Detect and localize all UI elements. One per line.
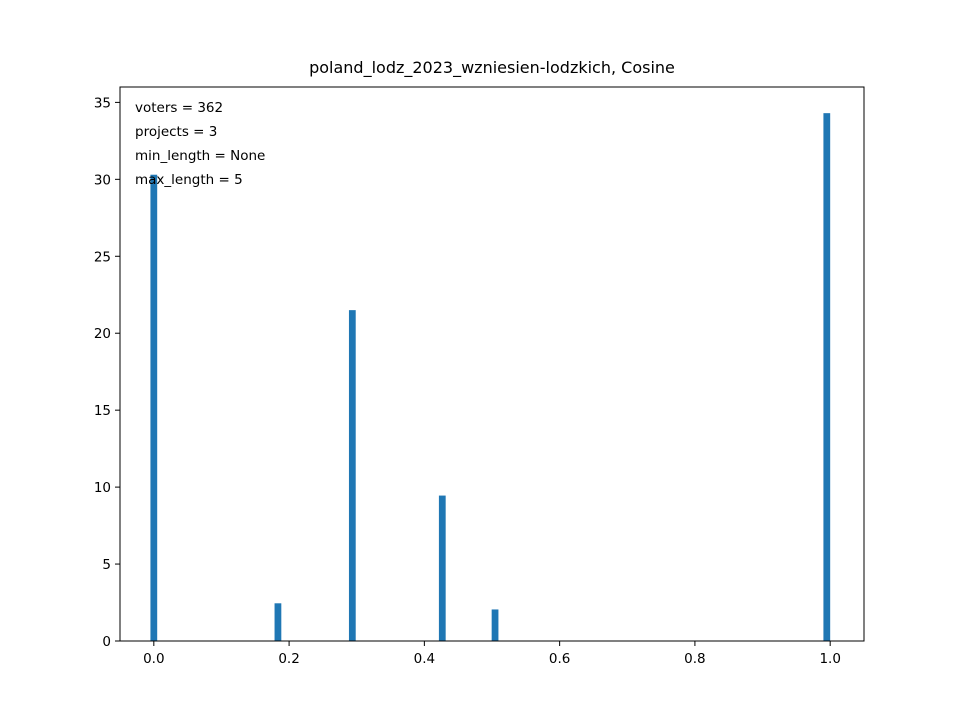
y-tick-label: 15 — [94, 403, 111, 419]
x-tick-label: 0.2 — [278, 651, 299, 667]
y-tick-label: 30 — [94, 172, 111, 188]
bar-3 — [438, 495, 446, 641]
plot-frame — [119, 86, 865, 642]
x-tick-label: 0.4 — [414, 651, 435, 667]
x-tick-label: 1.0 — [819, 651, 840, 667]
y-tick-label: 20 — [94, 326, 111, 342]
x-tick-label: 0.8 — [684, 651, 705, 667]
y-tick-label: 0 — [102, 634, 111, 650]
y-tick-label: 25 — [94, 249, 111, 265]
bar-5 — [823, 113, 831, 641]
x-tick-label: 0.6 — [549, 651, 570, 667]
annotation-min-length: min_length = None — [135, 148, 265, 164]
y-tick-label: 35 — [94, 95, 111, 111]
x-tick-label: 0.0 — [143, 651, 164, 667]
chart-title: poland_lodz_2023_wzniesien-lodzkich, Cos… — [309, 58, 675, 78]
y-tick-label: 5 — [102, 557, 111, 573]
annotation-projects: projects = 3 — [135, 124, 217, 140]
annotation-max-length: max_length = 5 — [135, 172, 243, 188]
y-axis-ticks: 0 5 10 15 20 25 30 35 — [94, 95, 120, 650]
bar-2 — [348, 310, 356, 641]
annotation-voters: voters = 362 — [135, 100, 223, 116]
y-tick-label: 10 — [94, 480, 111, 496]
bars-group — [150, 113, 831, 641]
bar-1 — [274, 603, 282, 641]
x-axis-ticks: 0.0 0.2 0.4 0.6 0.8 1.0 — [143, 641, 841, 667]
annotation-block: voters = 362 projects = 3 min_length = N… — [135, 100, 265, 188]
bar-4 — [491, 609, 499, 641]
bar-0 — [150, 174, 158, 641]
